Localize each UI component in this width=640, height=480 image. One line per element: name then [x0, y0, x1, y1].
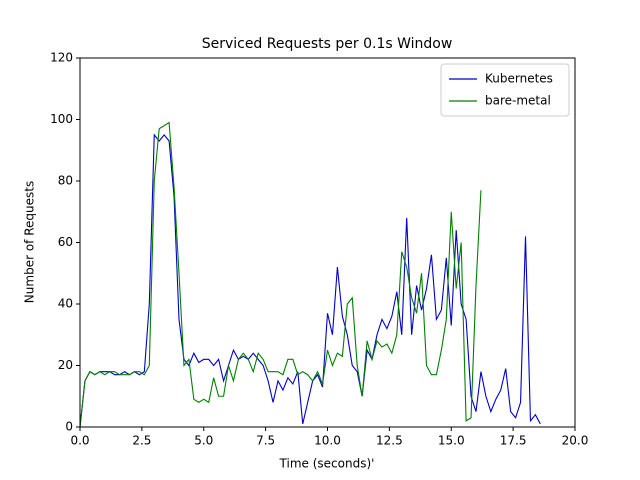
y-tick-label: 60	[58, 235, 73, 249]
x-tick-label: 2.5	[132, 434, 151, 448]
x-axis-label: Time (seconds)'	[279, 457, 375, 471]
y-tick-label: 80	[58, 174, 73, 188]
legend-label: Kubernetes	[485, 72, 553, 86]
x-tick-label: 20.0	[562, 434, 589, 448]
plot-frame	[79, 57, 576, 428]
x-tick-label: 17.5	[500, 434, 527, 448]
legend-label: bare-metal	[485, 94, 551, 108]
y-tick-label: 100	[50, 112, 73, 126]
y-tick-label: 40	[58, 297, 73, 311]
legend-box	[440, 63, 570, 117]
y-tick-label: 120	[50, 51, 73, 65]
series-line	[79, 133, 541, 428]
x-tick-label: 10.0	[314, 434, 341, 448]
x-tick-label: 15.0	[438, 434, 465, 448]
x-tick-label: 5.0	[194, 434, 213, 448]
series-line	[79, 121, 482, 428]
y-axis-label: Number of Requests	[23, 181, 37, 303]
y-tick-label: 20	[58, 358, 73, 372]
x-tick-label: 0.0	[70, 434, 89, 448]
x-tick-label: 12.5	[376, 434, 403, 448]
x-tick-label: 7.5	[256, 434, 275, 448]
y-tick-label: 0	[65, 420, 73, 434]
chart-title: Serviced Requests per 0.1s Window	[202, 36, 453, 52]
